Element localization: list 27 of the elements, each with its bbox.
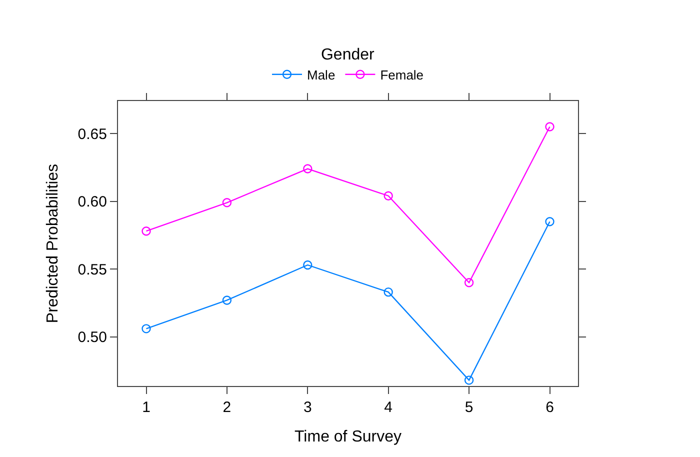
y-tick-label: 0.65 — [78, 126, 107, 143]
x-tick-label: 2 — [222, 399, 232, 416]
point — [384, 191, 393, 200]
x-tick-label: 3 — [303, 399, 312, 416]
y-tick-label: 0.50 — [78, 329, 107, 346]
legend-label: Female — [380, 67, 424, 82]
point — [545, 122, 554, 132]
point — [222, 198, 232, 208]
y-axis-title: Predicted Probabilities — [44, 164, 62, 324]
x-tick-label: 4 — [384, 399, 393, 416]
x-axis-title: Time of Survey — [294, 428, 402, 446]
point — [142, 226, 151, 236]
point — [464, 376, 474, 385]
x-tick-label: 1 — [142, 399, 150, 416]
point — [303, 164, 312, 174]
point — [464, 278, 474, 288]
point — [142, 324, 151, 334]
legend-title: Gender — [320, 46, 376, 64]
point — [303, 260, 312, 270]
y-tick-label: 0.55 — [78, 261, 107, 278]
y-tick-label: 0.60 — [78, 194, 107, 211]
point — [545, 217, 554, 226]
x-tick-label: 6 — [546, 399, 554, 416]
point — [384, 287, 393, 297]
x-tick-label: 5 — [464, 399, 474, 416]
point — [222, 296, 232, 305]
legend-label: Male — [307, 67, 336, 82]
